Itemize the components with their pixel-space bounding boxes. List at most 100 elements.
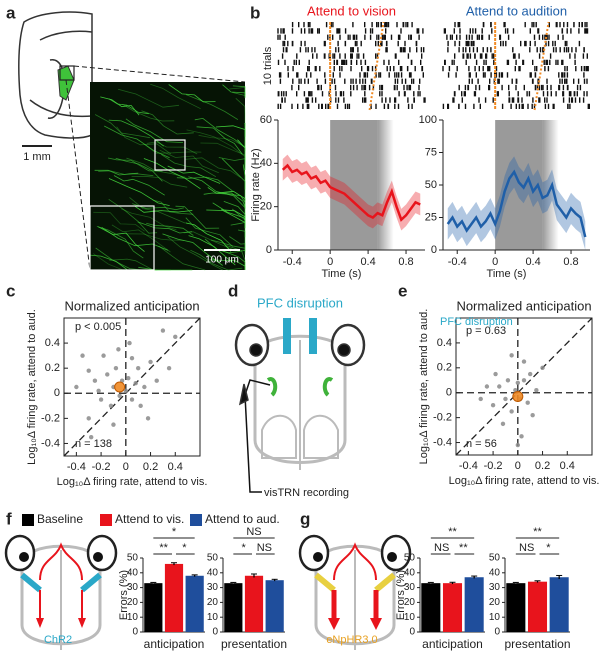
- annotation: p < 0.005: [75, 321, 121, 333]
- scale-label: 1 mm: [23, 151, 51, 163]
- plot-frame: [63, 317, 201, 457]
- data-point: [126, 376, 131, 381]
- spike-raster: [442, 22, 590, 109]
- stimulus-offset: [533, 21, 550, 111]
- y-tick-label: 0: [409, 627, 415, 638]
- bar: [265, 580, 284, 632]
- data-point: [515, 442, 521, 448]
- y-axis-label: Firing rate (Hz): [250, 148, 262, 221]
- data-point: [484, 384, 490, 389]
- data-point: [500, 421, 506, 427]
- y-tick-label: 0: [446, 387, 452, 399]
- zoom-line: [65, 79, 91, 271]
- data-point: [160, 328, 166, 333]
- mean-point: [512, 390, 524, 402]
- panel-label: e: [398, 281, 407, 300]
- y-tick-label: 40: [404, 567, 416, 578]
- stimulus-fade: [377, 120, 394, 250]
- stimulus-period: [495, 120, 543, 250]
- y-tick-label: 30: [404, 582, 416, 593]
- unity-line: [63, 317, 201, 457]
- data-point: [129, 397, 135, 402]
- data-point: [135, 365, 141, 371]
- plot-frame: [455, 317, 593, 456]
- significance-label: *: [172, 526, 177, 538]
- data-point: [74, 384, 79, 390]
- bar: [164, 563, 184, 632]
- y-tick-label: 25: [425, 211, 437, 223]
- legend-swatch: [100, 514, 112, 526]
- data-point: [98, 397, 104, 402]
- panel-label: c: [6, 281, 15, 300]
- y-tick-label: 60: [260, 114, 272, 126]
- annotation: p = 0.63: [466, 325, 506, 337]
- x-tick-label: 0.4: [360, 256, 375, 268]
- panel-label: b: [250, 3, 260, 22]
- data-point: [148, 359, 153, 365]
- y-tick-label: 10: [127, 612, 139, 623]
- significance-label: *: [182, 542, 187, 554]
- data-point: [142, 384, 147, 390]
- y-tick-label: 50: [425, 179, 437, 191]
- x-tick-label: 0.8: [563, 256, 578, 268]
- y-tick-label: 0: [54, 387, 60, 399]
- bar: [244, 575, 264, 632]
- stimulus-offset: [368, 21, 385, 111]
- data-point: [505, 378, 511, 383]
- legend-label: Attend to aud.: [205, 512, 280, 526]
- y-tick-label: 20: [489, 597, 501, 608]
- brain-section: [18, 11, 93, 139]
- y-tick-label: 0.2: [45, 362, 60, 374]
- data-point: [111, 422, 116, 427]
- y-tick-label: 40: [489, 567, 501, 578]
- opsin-label: eNpHR3.0: [326, 634, 377, 646]
- significance-label: **: [533, 526, 542, 538]
- rate-line: [281, 163, 421, 222]
- data-point: [166, 365, 172, 371]
- x-tick-label: 0.8: [398, 256, 413, 268]
- significance-label: NS: [434, 542, 449, 554]
- x-tick-label: 0: [492, 256, 498, 268]
- x-axis-label: Time (s): [487, 268, 527, 280]
- data-point: [173, 334, 178, 340]
- significance-label: **: [448, 526, 457, 538]
- mouse-diagram: [4, 534, 412, 650]
- y-tick-label: 20: [404, 597, 416, 608]
- data-point: [521, 378, 527, 383]
- x-tick-label: presentation: [221, 637, 287, 651]
- data-point: [117, 393, 122, 398]
- plot-title: Normalized anticipation: [456, 298, 591, 313]
- unity-line: [455, 317, 593, 456]
- mouse-diagram: [234, 318, 366, 493]
- bar: [464, 577, 484, 632]
- error-band: [282, 154, 421, 231]
- x-tick-label: anticipation: [422, 637, 483, 651]
- y-axis-label: Errors (%): [395, 570, 407, 620]
- significance-label: NS: [246, 526, 261, 538]
- significance-label: NS: [519, 542, 534, 554]
- stimulus-fade: [542, 120, 559, 250]
- data-point: [96, 388, 101, 393]
- y-tick-label: 40: [127, 567, 139, 578]
- data-point: [133, 381, 138, 386]
- y-tick-label: 0: [266, 244, 272, 256]
- data-point: [86, 368, 91, 373]
- y-axis-label: Errors (%): [118, 570, 130, 620]
- x-tick-label: 0: [327, 256, 333, 268]
- annotation: PFC disruption: [440, 316, 513, 328]
- x-tick-label: -0.4: [459, 460, 478, 472]
- panel-label: f: [6, 509, 12, 528]
- y-tick-label: 20: [260, 201, 272, 213]
- data-point: [105, 372, 110, 377]
- y-tick-label: 50: [404, 553, 416, 564]
- legend-swatch: [22, 514, 34, 526]
- zoom-line: [73, 65, 246, 83]
- raster-title: Attend to audition: [466, 3, 567, 18]
- bar: [506, 583, 526, 632]
- data-point: [101, 353, 106, 358]
- x-tick-label: 0.2: [143, 461, 158, 473]
- data-point: [530, 412, 535, 418]
- x-tick-label: -0.2: [92, 461, 111, 473]
- mean-point: [114, 381, 126, 393]
- significance-label: *: [242, 542, 247, 554]
